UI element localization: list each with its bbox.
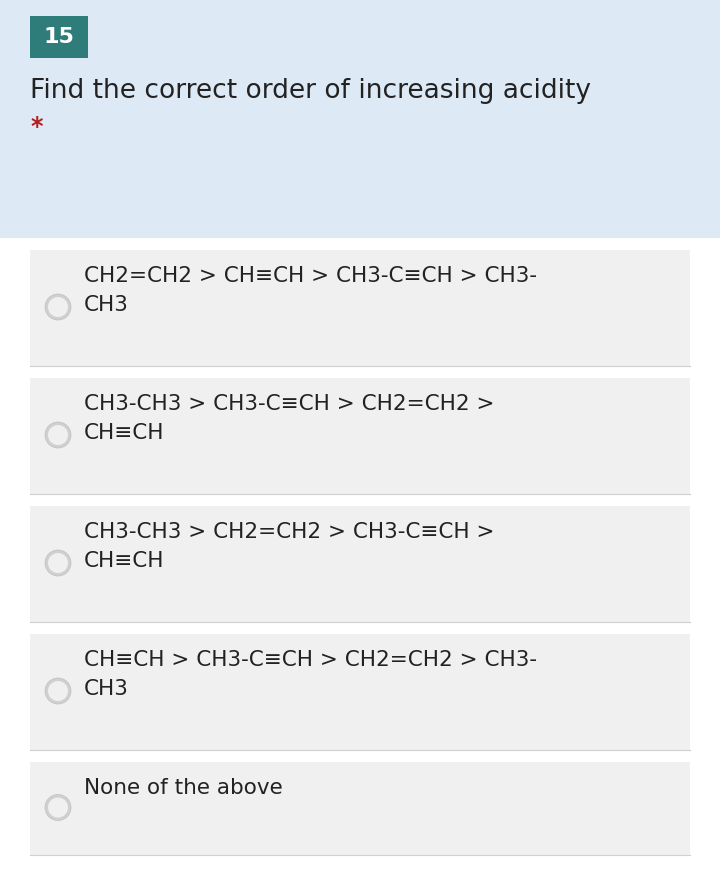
Circle shape [45,550,71,576]
Text: CH3-CH3 > CH3-C≡CH > CH2=CH2 >
CH≡CH: CH3-CH3 > CH3-C≡CH > CH2=CH2 > CH≡CH [84,394,495,442]
FancyBboxPatch shape [30,250,690,366]
Text: 15: 15 [44,27,74,47]
FancyBboxPatch shape [30,378,690,494]
Text: CH2=CH2 > CH≡CH > CH3-C≡CH > CH3-
CH3: CH2=CH2 > CH≡CH > CH3-C≡CH > CH3- CH3 [84,266,537,314]
Text: *: * [30,115,42,139]
FancyBboxPatch shape [0,0,720,238]
Text: Find the correct order of increasing acidity: Find the correct order of increasing aci… [30,78,591,104]
Text: None of the above: None of the above [84,778,283,798]
Circle shape [45,294,71,320]
Circle shape [45,678,71,704]
FancyBboxPatch shape [30,762,690,855]
FancyBboxPatch shape [30,506,690,622]
Text: CH≡CH > CH3-C≡CH > CH2=CH2 > CH3-
CH3: CH≡CH > CH3-C≡CH > CH2=CH2 > CH3- CH3 [84,650,537,699]
Circle shape [48,681,68,701]
Circle shape [48,425,68,445]
Circle shape [48,797,68,817]
FancyBboxPatch shape [30,634,690,750]
Text: CH3-CH3 > CH2=CH2 > CH3-C≡CH >
CH≡CH: CH3-CH3 > CH2=CH2 > CH3-C≡CH > CH≡CH [84,522,495,571]
FancyBboxPatch shape [30,16,88,58]
Circle shape [48,553,68,573]
Circle shape [48,297,68,317]
Circle shape [45,422,71,448]
Circle shape [45,795,71,821]
